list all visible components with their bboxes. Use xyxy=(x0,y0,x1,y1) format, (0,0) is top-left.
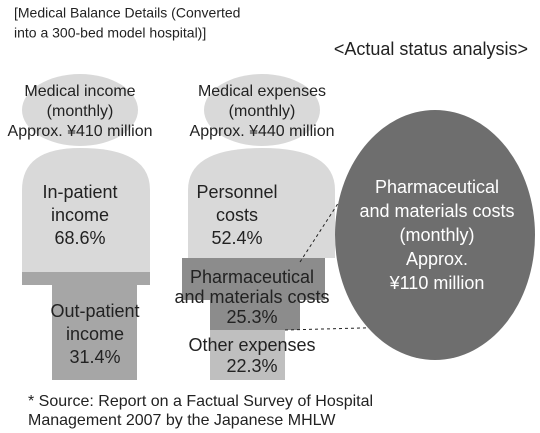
outpatient-label: Out-patient xyxy=(50,301,139,321)
other-label: Other expenses xyxy=(188,335,315,355)
pharma-label: Pharmaceutical xyxy=(190,267,314,287)
footnote: * Source: Report on a Factual Survey of … xyxy=(28,393,373,410)
income-head-label: Medical income xyxy=(24,83,135,100)
income-head-label: (monthly) xyxy=(47,103,114,120)
pharma-label: 25.3% xyxy=(226,307,277,327)
other-label: 22.3% xyxy=(226,356,277,376)
title: into a 300-bed model hospital)] xyxy=(14,25,206,41)
personnel-label: costs xyxy=(216,205,258,225)
expenses-head-label: Medical expenses xyxy=(198,83,326,100)
expenses-head-label: (monthly) xyxy=(229,103,296,120)
inpatient-label: income xyxy=(51,205,109,225)
pharma-label: and materials costs xyxy=(174,287,329,307)
outpatient-label: income xyxy=(66,324,124,344)
inpatient-label: 68.6% xyxy=(54,228,105,248)
personnel-label: 52.4% xyxy=(211,228,262,248)
callout-label: and materials costs xyxy=(359,201,514,221)
callout-label: (monthly) xyxy=(399,225,474,245)
diagram: [Medical Balance Details (Converted into … xyxy=(0,0,540,433)
title: [Medical Balance Details (Converted xyxy=(14,5,240,21)
callout-label: Approx. xyxy=(406,249,468,269)
expenses-head-label: Approx. ¥440 million xyxy=(190,123,335,140)
subtitle: <Actual status analysis> xyxy=(334,39,528,59)
income-head-label: Approx. ¥410 million xyxy=(8,123,153,140)
callout-label: Pharmaceutical xyxy=(375,177,499,197)
footnote: Management 2007 by the Japanese MHLW xyxy=(28,412,336,429)
outpatient-label: 31.4% xyxy=(69,347,120,367)
strip xyxy=(22,272,150,285)
callout-label: ¥110 million xyxy=(389,273,485,293)
inpatient-label: In-patient xyxy=(42,182,117,202)
personnel-label: Personnel xyxy=(196,182,277,202)
